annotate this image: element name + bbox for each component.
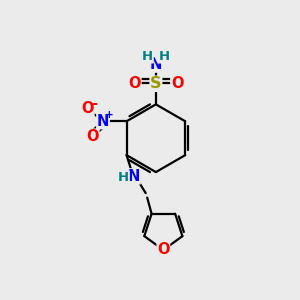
Text: N: N <box>128 169 140 184</box>
Text: -: - <box>91 96 97 111</box>
Text: N: N <box>150 57 162 72</box>
Text: S: S <box>150 76 162 91</box>
Text: O: O <box>128 76 141 91</box>
Text: N: N <box>97 114 109 129</box>
Text: H: H <box>142 50 153 63</box>
Text: O: O <box>157 242 170 257</box>
Text: H: H <box>118 171 129 184</box>
Text: +: + <box>104 110 113 120</box>
Text: O: O <box>81 101 94 116</box>
Text: O: O <box>171 76 183 91</box>
Text: H: H <box>159 50 170 63</box>
Text: O: O <box>86 129 99 144</box>
